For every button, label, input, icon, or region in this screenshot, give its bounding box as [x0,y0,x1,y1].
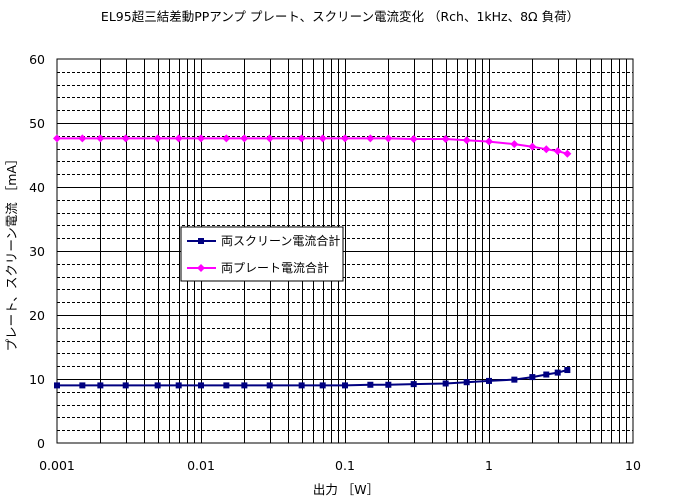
y-tick-label: 60 [29,52,45,67]
data-point-square [511,376,518,383]
data-point-square [198,382,204,389]
data-point-diamond [78,134,87,143]
legend-box [180,226,344,282]
x-axis-ticks: 0.001 0.01 0.1 1 10 [39,458,641,473]
x-tick-label: 1 [485,458,493,473]
data-point-diamond [563,149,572,158]
data-point-square [486,377,492,384]
y-tick-label: 20 [29,308,45,323]
data-point-square [463,379,470,386]
data-point-diamond [341,134,349,143]
data-point-diamond [174,134,183,143]
data-point-diamond [53,134,61,143]
chart-title: EL95超三結差動PPアンプ プレート、スクリーン電流変化 （Rch、1kHz、… [101,9,579,24]
y-tick-label: 40 [29,180,45,195]
data-point-square [442,380,449,387]
data-point-square [319,382,326,389]
legend: 両スクリーン電流合計 両プレート電流合計 [180,226,344,282]
data-point-diamond [485,137,493,146]
x-tick-label: 0.01 [187,458,215,473]
data-point-square [223,382,230,389]
y-tick-label: 0 [37,436,45,451]
legend-entry-screen: 両スクリーン電流合計 [187,233,340,248]
x-tick-label: 10 [625,458,641,473]
data-point-diamond [96,134,105,143]
y-tick-label: 50 [29,116,45,131]
legend-marker-square [198,238,204,244]
data-point-diamond [265,134,274,143]
data-point-diamond [384,134,393,143]
data-point-square [298,382,305,389]
data-point-square [529,374,536,381]
data-point-diamond [240,134,249,143]
data-point-diamond [528,142,537,151]
data-point-diamond [441,135,450,143]
data-point-square [79,382,86,389]
data-point-diamond [197,134,205,143]
data-point-square [564,367,571,374]
data-point-diamond [297,134,306,143]
data-point-square [385,381,392,388]
plot-border [56,58,634,444]
series-plate-current [53,134,572,158]
series-layer [53,134,572,389]
y-axis-ticks: 0 10 20 30 40 50 60 [29,52,45,451]
data-point-diamond [222,134,231,143]
data-point-square [97,382,104,389]
data-point-square [342,382,348,389]
data-point-diamond [153,134,162,143]
gridlines [57,59,633,443]
data-point-diamond [318,134,327,143]
x-tick-label: 0.1 [335,458,355,473]
legend-marker-diamond [197,264,205,272]
y-axis-label: プレート、スクリーン電流 ［mA］ [4,153,19,352]
data-point-square [266,382,273,389]
data-point-diamond [366,134,375,143]
data-point-diamond [510,140,519,149]
data-point-square [554,369,561,376]
legend-entry-plate: 両プレート電流合計 [187,260,329,275]
legend-label-plate: 両プレート電流合計 [221,260,329,275]
data-point-square [543,371,550,378]
data-point-diamond [121,134,130,143]
plot-area [56,58,634,444]
y-tick-label: 10 [29,372,45,387]
x-axis-label: 出力 ［W］ [313,482,379,497]
series-line [57,369,568,387]
data-point-square [154,382,161,389]
data-point-diamond [542,145,551,154]
data-point-diamond [409,135,418,143]
data-point-diamond [462,136,471,145]
data-point-square [175,382,182,389]
data-point-square [122,382,129,389]
series-screen-current [54,367,571,389]
data-point-square [241,382,248,389]
legend-label-screen: 両スクリーン電流合計 [221,233,340,248]
data-point-diamond [553,147,562,156]
data-point-square [54,382,60,389]
y-tick-label: 30 [29,244,45,259]
data-point-square [367,381,374,388]
x-tick-label: 0.001 [39,458,75,473]
data-point-square [410,381,417,388]
